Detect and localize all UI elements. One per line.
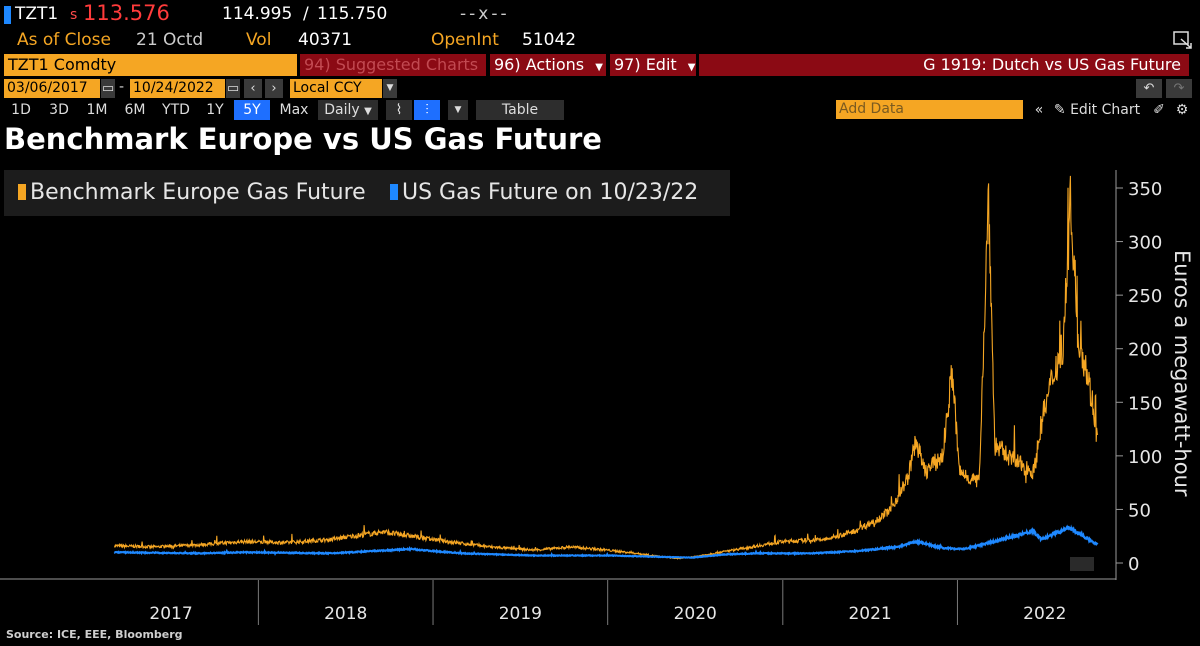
legend-europe-swatch xyxy=(18,184,26,200)
ask-price: 115.750 xyxy=(317,4,388,24)
edit-dropdown-icon: ▼ xyxy=(687,62,696,73)
edit-chart-pencil-icon: ✎ xyxy=(1053,102,1066,118)
y-tick-label: 300 xyxy=(1128,233,1162,254)
ticker-marker xyxy=(4,6,11,24)
source-note: Source: ICE, EEE, Bloomberg xyxy=(6,628,183,641)
legend-us-label: US Gas Future on 10/23/22 xyxy=(402,180,699,205)
edit-menu[interactable]: 97) Edit ▼ xyxy=(610,54,696,76)
change-value: --x-- xyxy=(460,4,510,24)
legend-us-swatch xyxy=(390,184,398,200)
y-tick-label: 250 xyxy=(1128,286,1162,307)
openint-label: OpenInt xyxy=(431,30,499,50)
expand-handle-icon xyxy=(1070,557,1094,571)
ticker-row: TZT1 s 113.576 114.995 / 115.750 --x-- xyxy=(0,0,1200,28)
asof-label: As of Close xyxy=(17,30,111,50)
redo-icon[interactable]: ↷ xyxy=(1166,79,1192,98)
y-tick-label: 350 xyxy=(1128,179,1162,200)
stats-row: As of Close 21 Octd Vol 40371 OpenInt 51… xyxy=(0,28,1200,52)
x-tick-label: 2018 xyxy=(324,604,367,624)
series-europe-line xyxy=(113,175,1099,560)
range-button-1y[interactable]: 1Y xyxy=(206,102,224,118)
series-us-line xyxy=(113,524,1099,559)
edit-chart-label: Edit Chart xyxy=(1070,102,1141,118)
range-button-1d[interactable]: 1D xyxy=(11,102,31,118)
end-calendar-icon[interactable]: ▭ xyxy=(226,79,240,98)
y-tick-label: 50 xyxy=(1128,500,1151,521)
range-button-5y[interactable]: 5Y xyxy=(234,100,270,120)
vol-label: Vol xyxy=(246,30,272,50)
last-price: 113.576 xyxy=(83,1,170,25)
openint-value: 51042 xyxy=(522,30,577,50)
annotate-icon[interactable]: ✐ xyxy=(1153,102,1165,118)
range-button-1m[interactable]: 1M xyxy=(86,102,108,118)
chart-type-dropdown-icon[interactable]: ▼ xyxy=(448,100,468,120)
collapse-icon[interactable]: « xyxy=(1034,102,1044,118)
currency-dropdown-icon[interactable]: ▼ xyxy=(383,79,397,98)
end-date-field[interactable]: 10/24/2022 xyxy=(130,79,225,98)
x-tick-label: 2020 xyxy=(674,604,717,624)
date-dash: - xyxy=(119,79,125,95)
asof-date: 21 Octd xyxy=(136,30,204,50)
x-tick-label: 2021 xyxy=(848,604,891,624)
y-tick-label: 150 xyxy=(1128,393,1162,414)
candle-chart-icon[interactable]: ⫶ xyxy=(414,100,440,120)
x-tick-label: 2022 xyxy=(1023,604,1066,624)
y-axis-label: Euros a megawatt-hour xyxy=(1170,250,1194,497)
next-period-icon[interactable]: › xyxy=(265,79,283,98)
currency-select[interactable]: Local CCY xyxy=(290,79,382,98)
range-row: 1D 3D 1M 6M YTD 1Y 5Y Max Daily ▼ ⌇ ⫶ ▼ Table A… xyxy=(0,99,1200,121)
range-button-3d[interactable]: 3D xyxy=(49,102,69,118)
security-field[interactable]: TZT1 Comdty xyxy=(4,54,297,76)
period-label: Daily xyxy=(324,102,360,118)
range-button-max[interactable]: Max xyxy=(279,102,309,118)
undo-icon[interactable]: ↶ xyxy=(1136,79,1162,98)
legend-europe-label: Benchmark Europe Gas Future xyxy=(30,180,366,205)
range-button-ytd[interactable]: YTD xyxy=(162,102,190,118)
y-tick-label: 100 xyxy=(1128,447,1162,468)
date-range-row: 03/06/2017 ▭ - 10/24/2022 ▭ ‹ › Local CC… xyxy=(0,78,1200,99)
y-tick-label: 200 xyxy=(1128,340,1162,361)
legend-europe[interactable]: Benchmark Europe Gas Future xyxy=(18,180,366,205)
suggested-charts-button[interactable]: 94) Suggested Charts xyxy=(300,54,486,76)
chart-legend: Benchmark Europe Gas Future US Gas Futur… xyxy=(4,170,730,216)
actions-menu[interactable]: 96) Actions ▼ xyxy=(490,54,606,76)
y-tick-label: 0 xyxy=(1128,554,1139,575)
edit-chart-button[interactable]: ✎ Edit Chart xyxy=(1052,100,1142,120)
command-bar: TZT1 Comdty 94) Suggested Charts 96) Act… xyxy=(0,54,1200,77)
chart-name: G 1919: Dutch vs US Gas Future xyxy=(699,54,1189,76)
popout-icon[interactable] xyxy=(1172,30,1194,50)
actions-dropdown-icon: ▼ xyxy=(595,62,603,73)
start-date-field[interactable]: 03/06/2017 xyxy=(4,79,100,98)
range-button-6m[interactable]: 6M xyxy=(124,102,146,118)
vol-value: 40371 xyxy=(298,30,353,50)
settings-gear-icon[interactable]: ⚙ xyxy=(1175,102,1189,118)
period-dropdown-icon: ▼ xyxy=(364,106,372,117)
legend-us[interactable]: US Gas Future on 10/23/22 xyxy=(390,180,698,205)
line-chart-icon[interactable]: ⌇ xyxy=(386,100,412,120)
period-select[interactable]: Daily ▼ xyxy=(318,100,378,120)
ticker-symbol: TZT1 xyxy=(15,4,59,24)
price-separator: / xyxy=(303,4,309,24)
add-data-field[interactable]: Add Data xyxy=(836,100,1023,119)
x-tick-label: 2017 xyxy=(149,604,192,624)
prev-period-icon[interactable]: ‹ xyxy=(244,79,262,98)
edit-label: 97) Edit xyxy=(614,55,677,74)
table-button[interactable]: Table xyxy=(476,100,564,120)
chart-title: Benchmark Europe vs US Gas Future xyxy=(4,122,602,156)
bid-price: 114.995 xyxy=(222,4,293,24)
start-calendar-icon[interactable]: ▭ xyxy=(101,79,115,98)
price-prefix: s xyxy=(70,7,78,23)
actions-label: 96) Actions xyxy=(494,55,585,74)
x-tick-label: 2019 xyxy=(499,604,542,624)
